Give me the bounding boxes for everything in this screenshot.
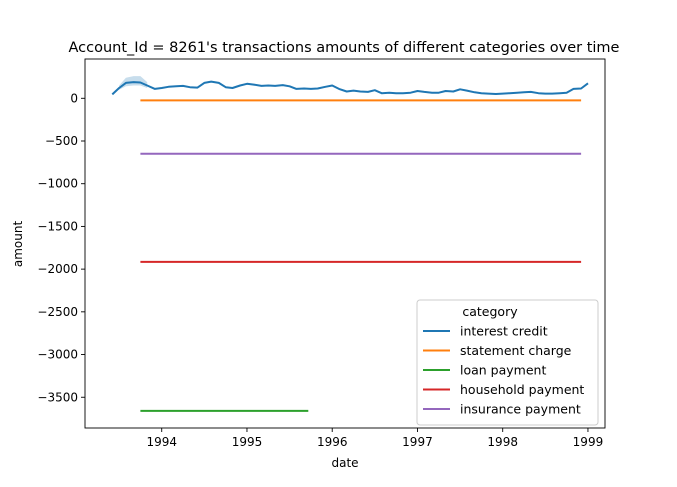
- y-tick-label: −500: [45, 134, 78, 148]
- legend-box: [416, 299, 599, 426]
- legend-label-statement-charge: statement charge: [460, 343, 572, 358]
- x-tick-label: 1995: [232, 435, 263, 449]
- y-tick-label: −1000: [37, 177, 78, 191]
- axes-frame: [84, 58, 606, 429]
- y-tick-label: −3000: [37, 348, 78, 362]
- y-tick-label: −2500: [37, 305, 78, 319]
- x-tick-label: 1996: [317, 435, 348, 449]
- x-tick-label: 1999: [573, 435, 604, 449]
- y-tick-label: −3500: [37, 390, 78, 404]
- legend-label-household-payment: household payment: [460, 382, 584, 397]
- legend-label-loan-payment: loan payment: [460, 363, 546, 378]
- y-tick-label: −2000: [37, 262, 78, 276]
- x-axis: 1994 1995 1996 1997 1998 1999: [146, 428, 603, 449]
- x-axis-label: date: [331, 456, 358, 470]
- legend: category interest credit statement charge…: [416, 299, 599, 426]
- y-tick-label: −1500: [37, 219, 78, 233]
- plot-area: [111, 76, 589, 412]
- series-line-interest-credit: [111, 80, 589, 96]
- y-tick-label: 0: [70, 91, 78, 105]
- x-tick-label: 1997: [402, 435, 433, 449]
- legend-label-interest-credit: interest credit: [460, 324, 548, 339]
- x-tick-label: 1998: [487, 435, 518, 449]
- x-tick-label: 1994: [146, 435, 177, 449]
- legend-title: category: [462, 304, 518, 319]
- chart-title: Account_Id = 8261's transactions amounts…: [69, 40, 620, 56]
- y-axis: 0 −500 −1000 −1500 −2000 −2500 −3000 −3500: [37, 91, 85, 404]
- y-axis-label: amount: [11, 221, 25, 268]
- legend-label-insurance-payment: insurance payment: [460, 402, 581, 417]
